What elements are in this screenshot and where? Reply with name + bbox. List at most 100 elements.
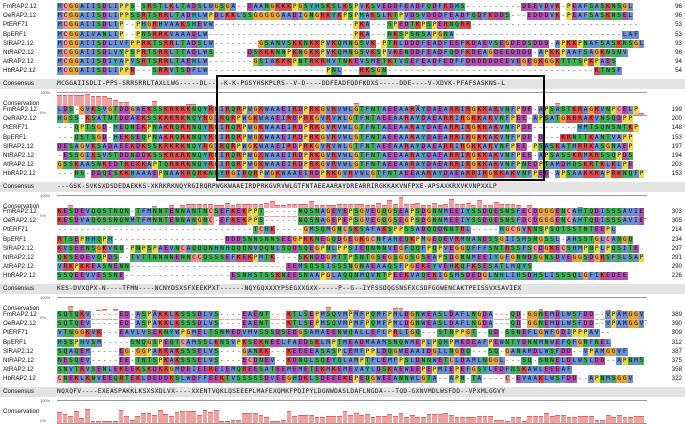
residue-count: 93: [675, 39, 682, 47]
conservation-bar: [62, 413, 68, 423]
residue-count: 309: [671, 329, 682, 337]
conservation-bar: [185, 411, 191, 423]
residue-count: 200: [671, 115, 682, 123]
sequence-row: NtRAP2.12 Q K S E D E V Q P D S - - T V T T N N N N E N N C C Q S S S E…: [0, 254, 685, 262]
conservation-bar: [342, 411, 348, 423]
sequence-row: NtRAP2.12 N E S Q E V - - - - - E E - T N T S P K A K S S S E L V S - -…: [0, 357, 685, 365]
conservation-bar: [113, 420, 118, 423]
conservation-bar: [57, 411, 62, 423]
conservation-bar: [538, 415, 544, 423]
residue-count: 54: [675, 67, 682, 75]
conservation-max-label: 100%: [40, 192, 51, 198]
sequence-row: PtERF71 - - - Q P T S G D - H E Q N E K P N A K R Q R K N Q Y R G I R Q R…: [0, 124, 685, 133]
conservation-bar: [79, 417, 85, 423]
conservation-bar: [90, 420, 96, 423]
conservation-bar: [141, 413, 146, 423]
conservation-bar: [269, 420, 275, 423]
sequence-name: BpERF1: [3, 338, 27, 346]
conservation-min-label: 0%: [40, 109, 46, 115]
sequence-name: NtRAP2.12: [3, 152, 34, 159]
consensus-row: Consensus KES-DVXQPX-N----TFMN----NCNYDSX…: [0, 283, 685, 294]
conservation-label: Conservation: [3, 407, 40, 415]
sequence-name: HbRAP2.12: [3, 67, 36, 75]
conservation-bar: [544, 413, 549, 423]
consensus-label: Consensus: [3, 387, 34, 395]
residue-count: 297: [671, 244, 682, 252]
residue-count: 194: [671, 152, 682, 159]
residue-count: 387: [671, 347, 682, 355]
sequence-row: BpERF1 M C G G A I V A N L I P - - P N S R R K V A A A D L W - - - - - - -…: [0, 30, 685, 39]
consensus-label: Consensus: [3, 79, 34, 87]
sequence-row: PtERF71 V T N G G K V K - - - E A V L V S E K N Y W P G M E L T S N M E D…: [0, 329, 685, 338]
conservation-bar: [236, 420, 241, 423]
sequence-row: AtRAP2.12 S N V T R V S E N L E K E E K S K D K R G M D E I E E R E I E…: [0, 366, 685, 375]
conservation-bar: [527, 416, 533, 423]
conservation-bar: [387, 413, 393, 423]
conservation-bar: [426, 414, 432, 423]
sequence-row: SlRAP2.12 M C G G A I I S D L I V F P P R K T S R R L T A D S L W - - -…: [0, 39, 685, 48]
sequence-name: FmRAP2.12: [3, 311, 37, 318]
residue-count: 96: [675, 12, 682, 20]
sequence-row: OeRAP2.12 S Q T Q E V - - - - - E D - A S P A K K L K S S S D L V S - -…: [0, 320, 685, 329]
sequence-name: HbRAP2.12: [3, 375, 36, 383]
conservation-bar: [488, 415, 493, 423]
sequence-name: PtERF71: [3, 329, 29, 337]
conservation-bar: [594, 420, 600, 423]
consensus-row: Consensus NQXQFV----EXEASPAKKLKSXSXDLVX--…: [0, 386, 685, 397]
consensus-row: Consensus MCGGAIISDLI-PPS-SRRSRRLTAXLLWG-…: [0, 78, 685, 89]
conservation-bar: [241, 413, 247, 423]
sequence-name: AtRAP2.12: [3, 366, 34, 374]
residue-count: 322: [671, 375, 682, 383]
residue-count: 148: [671, 124, 682, 132]
conservation-bar: [62, 95, 68, 115]
residue-count: 390: [671, 320, 682, 328]
conservation-bar: [191, 411, 197, 423]
conservation-bar: [477, 416, 482, 423]
conservation-bar: [617, 414, 622, 423]
consensus-label: Consensus: [3, 284, 34, 292]
residue-count: 389: [671, 311, 682, 318]
conservation-label: Conservation: [3, 304, 40, 312]
conservation-bar: [107, 420, 113, 423]
conservation-bar: [381, 416, 387, 423]
conservation-max-label: 100%: [40, 397, 51, 403]
conservation-bar: [449, 415, 454, 423]
conservation-bar: [398, 197, 404, 218]
conservation-bar: [499, 420, 505, 423]
consensus-sequence: ---GSK-SVKSXDSDEDAEKKS-XKRKRKNQYRGIRQRPW…: [57, 182, 498, 190]
conservation-bar: [124, 416, 129, 423]
conservation-min-label: 0%: [40, 314, 46, 320]
conservation-min-label: 0%: [40, 417, 46, 423]
conservation-bar: [135, 415, 141, 423]
sequence-name: OeRAP2.12: [3, 320, 37, 328]
conservation-bar: [57, 95, 62, 115]
conservation-max-label: 100%: [40, 89, 51, 95]
sequence-name: FmRAP2.12: [3, 106, 37, 113]
sequence-name: SlRAP2.12: [3, 142, 34, 150]
sequence-name: AtRAP2.12: [3, 161, 34, 169]
residue-count: 375: [671, 357, 682, 364]
conservation-bar: [549, 415, 555, 423]
conservation-bar: [409, 414, 415, 423]
residue-count: 197: [671, 142, 682, 150]
conservation-bar: [639, 416, 645, 423]
sequence-row: AtRAP2.12 G S S K A A S N K E D T K E K K A P T Q R K R K N Q Y R G I R…: [0, 161, 685, 170]
conservation-max-label: 100%: [40, 294, 51, 300]
conservation-bar: [73, 411, 79, 423]
sequence-row: SlRAP2.12 D E S A G V K S A D A E E K D K S S K R K R K N Q Y R G I R Q…: [0, 142, 685, 151]
conservation-bar: [393, 415, 398, 423]
